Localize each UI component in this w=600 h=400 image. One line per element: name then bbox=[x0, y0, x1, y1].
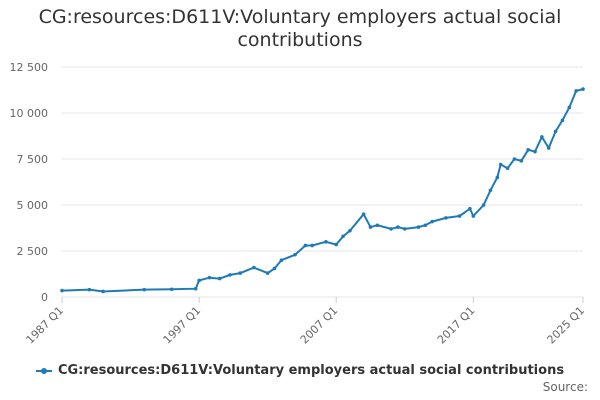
source-label: Source: bbox=[542, 380, 588, 394]
data-point[interactable] bbox=[169, 287, 174, 292]
data-point[interactable] bbox=[217, 276, 222, 281]
data-point[interactable] bbox=[197, 278, 201, 283]
data-point[interactable] bbox=[512, 157, 517, 161]
data-point[interactable] bbox=[519, 159, 524, 163]
data-point[interactable] bbox=[252, 265, 256, 270]
data-point[interactable] bbox=[272, 266, 277, 271]
legend[interactable]: CG:resources:D611V:Voluntary employers a… bbox=[0, 363, 600, 378]
data-point[interactable] bbox=[444, 216, 448, 220]
data-point[interactable] bbox=[505, 166, 510, 170]
data-point[interactable] bbox=[481, 203, 486, 207]
data-point[interactable] bbox=[310, 243, 315, 248]
data-point[interactable] bbox=[574, 89, 578, 93]
x-tick-label: 1987 Q1 bbox=[24, 304, 67, 347]
y-tick-label: 0 bbox=[41, 291, 48, 304]
x-tick-label: 2017 Q1 bbox=[435, 304, 478, 347]
grid-lines bbox=[62, 66, 583, 298]
data-point[interactable] bbox=[526, 148, 530, 152]
y-tick-label: 2 500 bbox=[17, 245, 49, 258]
data-point[interactable] bbox=[416, 225, 421, 229]
data-point[interactable] bbox=[581, 87, 585, 91]
data-point[interactable] bbox=[389, 227, 393, 231]
data-point[interactable] bbox=[293, 252, 297, 257]
data-point[interactable] bbox=[468, 206, 472, 211]
data-point[interactable] bbox=[142, 287, 147, 292]
y-tick-label: 12 500 bbox=[10, 61, 49, 74]
data-point[interactable] bbox=[402, 227, 407, 231]
data-point[interactable] bbox=[498, 162, 503, 167]
y-tick-label: 5 000 bbox=[17, 199, 49, 212]
data-point[interactable] bbox=[567, 105, 572, 110]
data-point[interactable] bbox=[368, 225, 373, 229]
data-point[interactable] bbox=[348, 228, 352, 233]
legend-label: CG:resources:D611V:Voluntary employers a… bbox=[57, 363, 565, 378]
data-point[interactable] bbox=[60, 288, 64, 293]
x-axis-ticks bbox=[61, 297, 584, 303]
data-point[interactable] bbox=[334, 242, 339, 247]
data-point[interactable] bbox=[560, 118, 565, 123]
y-axis-ticks: 0 2 500 5 000 7 500 10 000 12 500 bbox=[10, 61, 49, 304]
data-point[interactable] bbox=[279, 258, 284, 263]
data-point[interactable] bbox=[375, 223, 380, 228]
data-point[interactable] bbox=[303, 243, 308, 248]
data-point[interactable] bbox=[87, 287, 92, 292]
data-point[interactable] bbox=[193, 286, 198, 291]
data-point[interactable] bbox=[495, 175, 500, 180]
data-point[interactable] bbox=[207, 275, 212, 280]
data-point[interactable] bbox=[101, 289, 105, 294]
data-point[interactable] bbox=[533, 149, 537, 154]
legend-marker bbox=[35, 367, 52, 374]
data-point[interactable] bbox=[546, 146, 551, 150]
data-point[interactable] bbox=[228, 273, 232, 277]
x-tick-label: 2025 Q1 bbox=[545, 304, 588, 347]
series-points bbox=[60, 87, 585, 294]
chart-title: CG:resources:D611V:Voluntary employers a… bbox=[38, 6, 562, 51]
data-point[interactable] bbox=[396, 225, 400, 229]
data-point[interactable] bbox=[471, 214, 476, 218]
data-point[interactable] bbox=[553, 129, 558, 134]
data-point[interactable] bbox=[423, 223, 428, 228]
data-point[interactable] bbox=[265, 271, 270, 275]
y-tick-label: 7 500 bbox=[17, 153, 49, 166]
x-axis-tick-labels: 1987 Q1 1997 Q1 2007 Q1 2017 Q1 2025 Q1 bbox=[24, 304, 588, 347]
data-point[interactable] bbox=[430, 219, 434, 224]
y-tick-label: 10 000 bbox=[10, 107, 49, 120]
series-line bbox=[61, 88, 584, 293]
data-point[interactable] bbox=[341, 234, 345, 239]
x-tick-label: 2007 Q1 bbox=[298, 304, 341, 347]
data-point[interactable] bbox=[457, 214, 462, 218]
x-tick-label: 1997 Q1 bbox=[161, 304, 204, 347]
data-point[interactable] bbox=[488, 188, 493, 193]
data-point[interactable] bbox=[540, 135, 544, 139]
data-point[interactable] bbox=[324, 240, 328, 244]
data-point[interactable] bbox=[238, 271, 243, 275]
data-point[interactable] bbox=[361, 212, 366, 216]
